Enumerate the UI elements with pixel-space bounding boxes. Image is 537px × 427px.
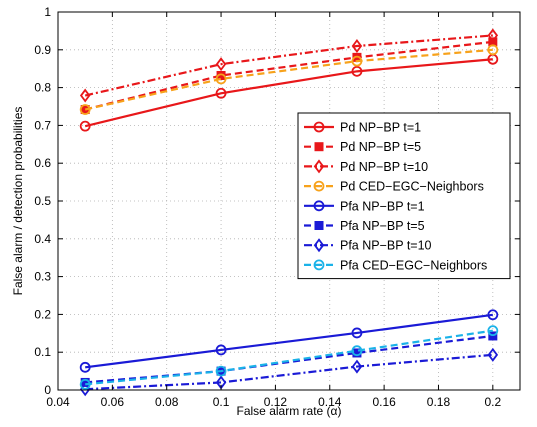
series-line [85,353,493,391]
x-tick-label: 0.18 [427,395,451,409]
y-tick-label: 0.2 [34,307,51,321]
data-point [351,345,363,357]
legend-swatch-marker [313,180,325,192]
legend-label: Pd NP−BP t=5 [340,140,421,154]
legend-item: Pd NP−BP t=1 [304,121,421,135]
data-point [79,104,91,115]
data-point [79,88,91,103]
y-tick-label: 0.8 [34,81,51,95]
legend-label: Pfa NP−BP t=1 [340,199,425,213]
y-tick-label: 0.6 [34,156,51,170]
data-point [215,365,227,377]
data-point [215,73,227,85]
y-tick-label: 0.3 [34,270,51,284]
legend-item: Pd NP−BP t=10 [304,159,428,174]
x-tick-label: 0.16 [372,395,396,409]
legend-label: Pfa NP−BP t=10 [340,239,432,253]
y-tick-label: 0.9 [34,43,51,57]
series-3 [79,28,499,103]
legend-item: Pd CED−EGC−Neighbors [304,180,484,194]
series-line [85,313,493,369]
data-point [79,378,91,390]
legend-swatch-marker [314,142,324,152]
x-tick-label: 0.04 [46,395,70,409]
series-2 [80,37,498,115]
legend-item: Pfa NP−BP t=1 [304,199,425,213]
data-point [487,325,499,337]
y-tick-label: 0.1 [34,345,51,359]
series-line [84,48,493,111]
series-8 [79,325,499,390]
legend-label: Pfa CED−EGC−Neighbors [340,258,487,272]
x-tick-label: 0.14 [318,395,342,409]
data-point [79,120,91,132]
legend-label: Pd NP−BP t=1 [340,121,421,135]
series-7 [79,347,499,397]
legend-item: Pd NP−BP t=5 [304,140,421,154]
legend-swatch-marker [313,200,325,212]
legend-label: Pd CED−EGC−Neighbors [340,180,484,194]
y-tick-label: 0 [44,383,51,397]
legend-item: Pfa NP−BP t=5 [304,219,425,233]
legend: Pd NP−BP t=1 Pd NP−BP t=5 Pd NP−BP t=10 Pd … [297,112,511,280]
data-point [351,359,363,374]
y-tick-label: 0.5 [34,194,51,208]
series-line [84,40,493,111]
series-1 [79,53,499,132]
legend-item: Pfa CED−EGC−Neighbors [304,258,487,272]
data-point [351,39,363,54]
data-point [487,44,499,56]
y-tick-label: 1 [44,5,51,19]
legend-swatch-marker [313,121,325,133]
x-tick-label: 0.08 [155,395,179,409]
series-line [85,329,493,386]
series-4 [79,44,499,115]
x-axis-label: False alarm rate (α) [237,404,342,418]
data-point [351,65,363,77]
series-group [79,28,499,397]
data-point [215,57,227,72]
y-tick-label: 0.7 [34,118,51,132]
data-point [79,361,91,373]
x-tick-label: 0.2 [484,395,501,409]
data-point [351,327,363,339]
data-point [487,28,499,43]
series-line [84,58,493,128]
y-axis-label: False alarm / detection probabilities [11,107,25,296]
legend-label: Pfa NP−BP t=5 [340,219,425,233]
data-point [487,309,499,321]
data-point [215,344,227,356]
data-point [351,55,363,67]
series-5 [79,309,499,373]
legend-label: Pd NP−BP t=10 [340,160,428,174]
x-tick-label: 0.12 [264,395,288,409]
data-point [487,347,499,362]
legend-swatch-marker [314,221,324,230]
y-tick-label: 0.4 [34,232,51,246]
series-line [84,34,493,97]
legend-swatch-marker [313,259,325,271]
axis-ticks: 0.04 0.06 0.08 0.1 0.12 0.14 0.16 0.18 0.2 0 0.1 0.… [34,5,520,409]
legend-swatch-marker [313,238,325,253]
data-point [215,87,227,99]
legend-swatch-marker [313,159,325,174]
x-tick-label: 0.06 [101,395,125,409]
legend-box [297,112,511,280]
x-tick-label: 0.1 [213,395,230,409]
legend-item: Pfa NP−BP t=10 [304,238,432,253]
